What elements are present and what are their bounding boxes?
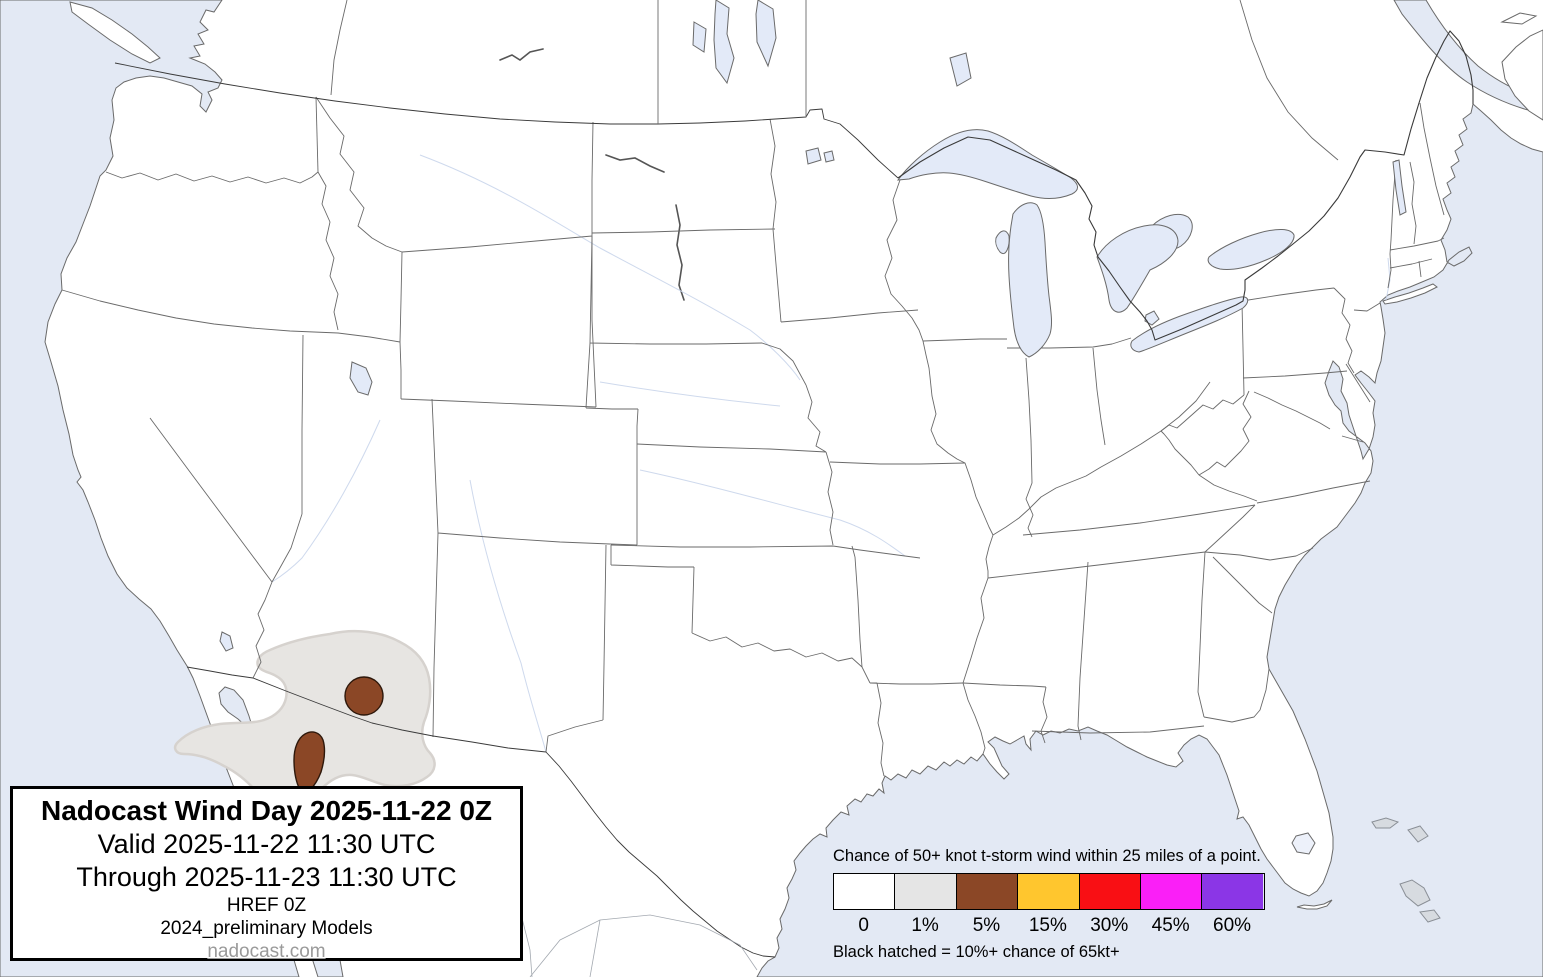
legend-hatched-note: Black hatched = 10%+ chance of 65kt+ bbox=[833, 943, 1120, 961]
risk-area-1pct bbox=[173, 629, 436, 792]
us-mexico-border bbox=[186, 666, 776, 958]
models-note: 2024_preliminary Models bbox=[160, 918, 373, 939]
legend-caption: Chance of 50+ knot t-storm wind within 2… bbox=[833, 847, 1261, 865]
lake-champlain bbox=[1392, 159, 1407, 216]
risk-area-5pct-blob bbox=[293, 731, 326, 791]
legend-swatch bbox=[1079, 874, 1141, 909]
lake-huron bbox=[1096, 224, 1179, 313]
province-borders bbox=[330, 0, 1339, 161]
lake-of-the-woods bbox=[805, 147, 835, 165]
lake-ontario bbox=[1207, 229, 1295, 270]
lake-st-clair bbox=[1144, 310, 1160, 326]
missouri-river-reservoirs bbox=[499, 48, 685, 301]
prince-edward-island bbox=[1500, 12, 1538, 25]
bahamas-islands bbox=[1371, 817, 1441, 923]
lake-winnipegosis bbox=[755, 0, 777, 68]
atlantic-gulf-ocean bbox=[756, 103, 1543, 977]
salton-sea bbox=[219, 631, 234, 652]
us-canada-border-east bbox=[897, 30, 1474, 341]
legend-swatch bbox=[1202, 874, 1263, 909]
legend-swatch bbox=[1140, 874, 1203, 909]
page-title: Nadocast Wind Day 2025-11-22 0Z bbox=[40, 795, 493, 826]
lake-manitoba bbox=[692, 21, 707, 53]
lake-okeechobee bbox=[1291, 832, 1316, 855]
legend-swatch bbox=[956, 874, 1019, 909]
green-bay bbox=[995, 230, 1010, 254]
through-time: Through 2025-11-23 11:30 UTC bbox=[76, 862, 457, 892]
nadocast-link: nadocast.com bbox=[207, 941, 326, 962]
legend-swatch-row bbox=[833, 873, 1265, 910]
legend-swatch bbox=[1018, 874, 1080, 909]
probability-legend: Chance of 50+ knot t-storm wind within 2… bbox=[833, 846, 1293, 962]
lake-nipigon bbox=[949, 52, 972, 87]
legend-label: 5% bbox=[972, 915, 1001, 936]
legend-label: 0 bbox=[858, 915, 869, 936]
valid-time: Valid 2025-11-22 11:30 UTC bbox=[97, 829, 436, 859]
risk-area-5pct-circle bbox=[344, 676, 384, 716]
legend-label: 60% bbox=[1213, 915, 1252, 936]
great-lakes bbox=[219, 0, 1407, 855]
lake-michigan bbox=[1008, 202, 1053, 358]
title-box: Nadocast Wind Day 2025-11-22 0Z Valid 20… bbox=[10, 786, 523, 962]
pacific-ocean bbox=[0, 0, 300, 977]
model-label: HREF 0Z bbox=[226, 895, 307, 916]
lake-winnipeg bbox=[713, 0, 735, 85]
state-borders bbox=[61, 96, 1445, 777]
legend-swatch bbox=[895, 874, 957, 909]
risk-area-5pct bbox=[293, 676, 384, 791]
legend-label-row: 0 1% 5% 15% 30% 45% 60% bbox=[833, 915, 1263, 937]
great-salt-lake bbox=[349, 361, 373, 396]
long-island bbox=[1382, 283, 1438, 305]
nova-scotia bbox=[1501, 29, 1543, 121]
legend-label: 45% bbox=[1151, 915, 1190, 936]
st-lawrence-estuary bbox=[1393, 0, 1543, 115]
lake-superior bbox=[896, 129, 1078, 199]
legend-label: 15% bbox=[1028, 915, 1067, 936]
vancouver-island bbox=[69, 1, 161, 64]
florida-keys bbox=[1296, 899, 1333, 910]
legend-swatch bbox=[834, 874, 896, 909]
legend-label: 30% bbox=[1090, 915, 1129, 936]
legend-label: 1% bbox=[911, 915, 939, 936]
